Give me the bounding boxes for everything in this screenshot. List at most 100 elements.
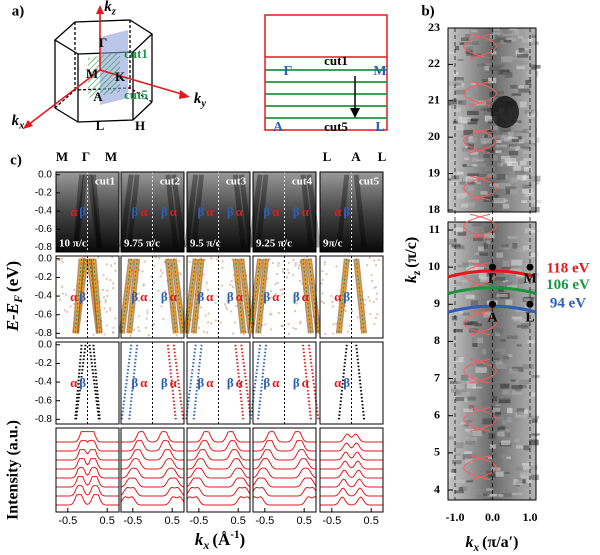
map-texture bbox=[494, 146, 500, 150]
speckle bbox=[374, 316, 377, 319]
map-texture bbox=[457, 231, 467, 236]
map-texture bbox=[471, 29, 478, 33]
map-texture bbox=[519, 146, 530, 151]
map-texture bbox=[480, 108, 487, 111]
x-axis-label: kx (π/a′) bbox=[466, 534, 519, 554]
map-texture bbox=[493, 443, 502, 446]
axis-label: ky bbox=[194, 91, 207, 109]
photon-energy: 94 eV bbox=[550, 296, 586, 312]
band-intensity bbox=[72, 174, 85, 248]
speckle bbox=[73, 302, 76, 305]
map-texture bbox=[461, 135, 471, 138]
band-2nd-derivative bbox=[240, 258, 252, 334]
map-texture bbox=[495, 348, 505, 353]
mdc-curve bbox=[252, 496, 317, 506]
bz-point: L bbox=[96, 118, 105, 133]
map-texture bbox=[516, 432, 528, 437]
schematic-frame bbox=[264, 14, 388, 131]
map-texture bbox=[483, 81, 496, 86]
map-texture bbox=[449, 380, 458, 384]
x-tick-label: -0.5 bbox=[322, 515, 341, 527]
mdc-curve bbox=[121, 440, 184, 452]
map-texture bbox=[455, 356, 464, 363]
x-tick-label: 0.5 bbox=[100, 515, 115, 527]
map-texture bbox=[487, 474, 496, 478]
map-texture bbox=[473, 252, 479, 255]
speckle bbox=[129, 334, 132, 337]
speckle bbox=[61, 285, 64, 288]
speckle bbox=[105, 310, 108, 313]
map-texture bbox=[522, 184, 532, 189]
map-texture bbox=[456, 171, 464, 175]
photon-energy: 118 eV bbox=[547, 260, 590, 276]
map-texture bbox=[454, 280, 463, 286]
map-texture bbox=[472, 386, 482, 389]
band-label: β bbox=[131, 289, 138, 304]
map-texture bbox=[507, 417, 512, 423]
speckle bbox=[203, 259, 206, 262]
map-texture bbox=[530, 453, 536, 460]
map-texture bbox=[529, 230, 541, 233]
schematic-point: M bbox=[373, 64, 386, 79]
band-2nd-derivative bbox=[355, 258, 365, 334]
map-texture bbox=[485, 166, 496, 172]
speckle bbox=[178, 272, 181, 275]
map-texture bbox=[470, 300, 479, 306]
map-texture bbox=[521, 251, 526, 258]
map-texture bbox=[528, 41, 534, 44]
speckle bbox=[215, 319, 218, 322]
speckle bbox=[229, 283, 232, 286]
map-texture bbox=[516, 54, 529, 58]
map-texture bbox=[524, 109, 535, 114]
speckle bbox=[261, 324, 264, 327]
map-texture bbox=[489, 444, 496, 449]
map-texture bbox=[492, 138, 499, 145]
panel-frame bbox=[186, 255, 251, 339]
panel-frame bbox=[120, 171, 185, 253]
mdc-curve bbox=[56, 431, 119, 443]
map-texture bbox=[450, 103, 457, 110]
speckle bbox=[83, 256, 86, 259]
speckle bbox=[163, 289, 166, 292]
speckle bbox=[344, 309, 347, 312]
map-texture bbox=[480, 138, 493, 144]
speckle bbox=[142, 283, 145, 286]
speckle bbox=[109, 279, 112, 282]
header: M bbox=[56, 149, 68, 164]
map-texture bbox=[489, 91, 497, 98]
map-texture bbox=[506, 37, 517, 42]
speckle bbox=[347, 330, 350, 333]
band-label: α bbox=[272, 375, 280, 390]
band-label: α bbox=[302, 375, 310, 390]
speckle bbox=[320, 300, 323, 303]
map-texture bbox=[504, 272, 516, 275]
map-texture bbox=[513, 479, 523, 485]
map-texture bbox=[454, 452, 462, 456]
map-texture bbox=[493, 155, 498, 161]
map-texture bbox=[525, 31, 537, 35]
band-label: α bbox=[334, 204, 342, 219]
map-texture bbox=[466, 480, 474, 483]
speckle bbox=[214, 301, 217, 304]
speckle bbox=[154, 256, 157, 259]
y-tick-label: 23 bbox=[428, 20, 440, 34]
map-texture bbox=[530, 252, 540, 258]
speckle bbox=[59, 298, 62, 301]
map-texture bbox=[495, 361, 504, 365]
band-intensity bbox=[126, 174, 140, 248]
speckle bbox=[207, 312, 210, 315]
y-tick-label: -0.8 bbox=[35, 328, 53, 339]
map-texture bbox=[500, 155, 511, 160]
map-texture bbox=[509, 28, 518, 31]
speckle bbox=[162, 317, 165, 320]
map-texture bbox=[451, 243, 461, 248]
band-label: α bbox=[206, 204, 214, 219]
map-texture bbox=[490, 125, 498, 131]
map-texture bbox=[493, 299, 505, 305]
map-texture bbox=[452, 107, 461, 113]
map-texture bbox=[465, 142, 471, 146]
speckle bbox=[323, 261, 326, 264]
mdc-curve bbox=[252, 458, 317, 470]
speckle bbox=[332, 323, 335, 326]
mdc-curve bbox=[186, 467, 251, 479]
